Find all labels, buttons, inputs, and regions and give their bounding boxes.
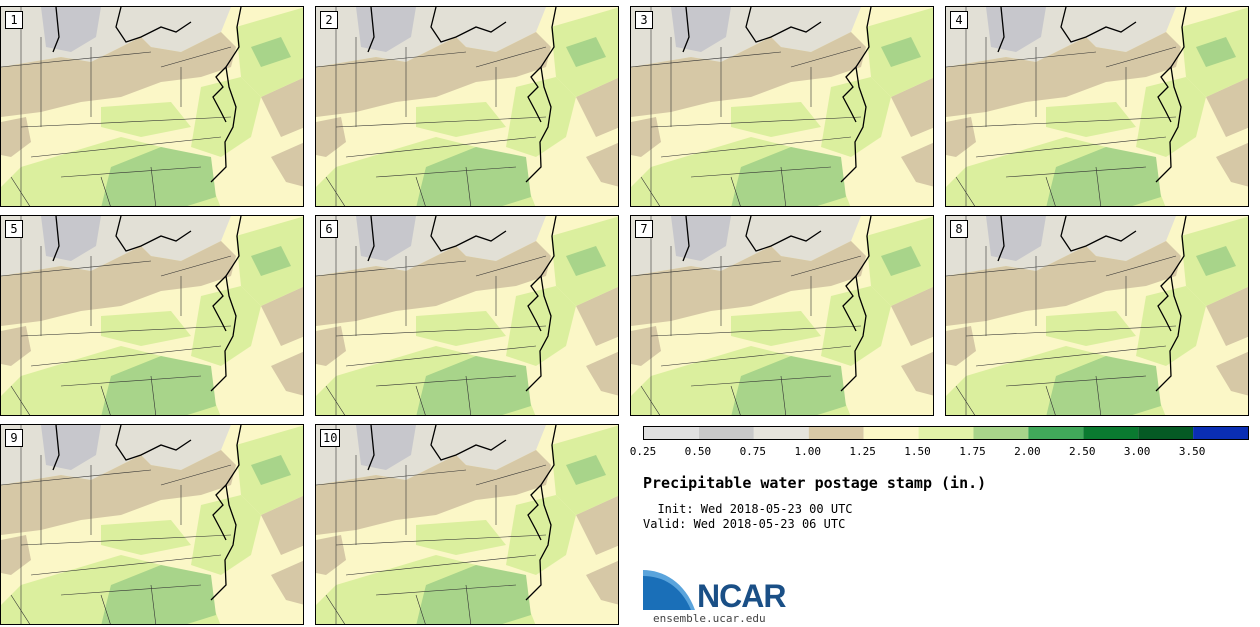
colorbar-segment [863,427,919,439]
member-number: 1 [5,11,23,29]
member-map-5: 5 [0,215,304,416]
member-map-9: 9 [0,424,304,625]
map-graphic [946,216,1248,415]
site-url: ensemble.ucar.edu [653,612,766,625]
colorbar-tick-label: 3.50 [1178,445,1206,458]
ncar-logo-icon [643,570,695,610]
colorbar-tick-label: 0.50 [684,445,712,458]
colorbar-segment [753,427,809,439]
colorbar-segment [1193,427,1248,439]
member-map-1: 1 [0,6,304,207]
member-number: 2 [320,11,338,29]
member-map-10: 10 [315,424,619,625]
member-number: 10 [320,429,341,447]
colorbar-tick-label: 3.00 [1123,445,1151,458]
colorbar-tick-label: 2.00 [1014,445,1041,458]
member-number: 9 [5,429,23,447]
map-graphic [631,7,933,206]
map-graphic [316,7,618,206]
map-graphic [631,216,933,415]
colorbar-segment [918,427,974,439]
member-map-2: 2 [315,6,619,207]
map-graphic [1,216,303,415]
member-map-6: 6 [315,215,619,416]
colorbar-segment [973,427,1029,439]
member-map-4: 4 [945,6,1249,207]
member-map-8: 8 [945,215,1249,416]
colorbar-segment [1083,427,1139,439]
colorbar-segment [808,427,864,439]
member-number: 8 [950,220,968,238]
member-number: 5 [5,220,23,238]
member-number: 4 [950,11,968,29]
colorbar-tick-label: 1.25 [849,445,876,458]
colorbar-segment [698,427,754,439]
member-number: 6 [320,220,338,238]
colorbar-border [643,426,1249,440]
member-map-7: 7 [630,215,934,416]
colorbar-tick-label: 1.00 [794,445,821,458]
colorbar-segment [1028,427,1084,439]
colorbar-tick-label: 2.50 [1069,445,1096,458]
colorbar-tick-label: 1.50 [904,445,931,458]
valid-time: Valid: Wed 2018-05-23 06 UTC [643,517,846,531]
map-graphic [1,7,303,206]
colorbar-segment [644,427,699,439]
colorbar-tick-label: 0.75 [739,445,767,458]
colorbar [643,426,1249,440]
colorbar-segment [1138,427,1194,439]
colorbar-tick-label: 1.75 [959,445,986,458]
map-graphic [316,425,618,624]
plot-title: Precipitable water postage stamp (in.) [643,474,987,492]
member-number: 7 [635,220,653,238]
member-map-3: 3 [630,6,934,207]
map-graphic [316,216,618,415]
map-graphic [946,7,1248,206]
map-graphic [1,425,303,624]
member-number: 3 [635,11,653,29]
colorbar-tick-label: 0.25 [629,445,657,458]
ncar-logo-text: NCAR [697,578,786,614]
init-time: Init: Wed 2018-05-23 00 UTC [643,502,853,516]
